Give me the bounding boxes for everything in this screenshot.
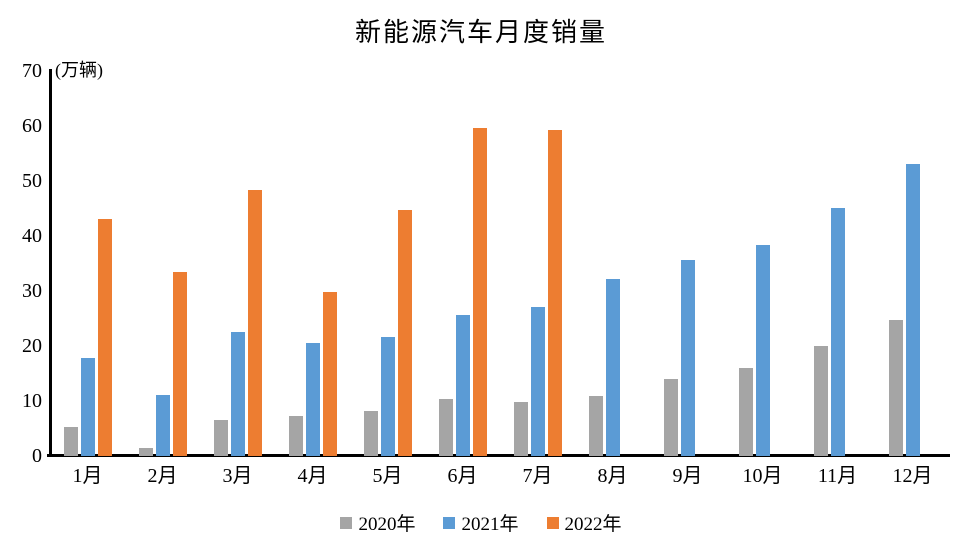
x-tick-label: 11月 <box>817 465 858 487</box>
y-axis-unit-label: (万辆) <box>55 60 103 80</box>
x-tick-label: 6月 <box>447 465 478 487</box>
legend-label: 2020年 <box>358 514 416 535</box>
bar <box>364 411 378 456</box>
y-tick-label: 50 <box>22 170 42 192</box>
x-tick-label: 12月 <box>892 465 933 487</box>
bar <box>756 245 770 456</box>
bar <box>398 210 412 456</box>
x-tick-label: 1月 <box>72 465 103 487</box>
y-tick-label: 30 <box>22 280 42 302</box>
bar <box>473 128 487 456</box>
legend-swatch-icon <box>443 516 456 529</box>
bar <box>681 260 695 456</box>
legend-item: 2021年 <box>443 509 519 536</box>
legend-label: 2022年 <box>564 514 622 535</box>
bar <box>81 358 95 456</box>
y-tick-label: 40 <box>22 225 42 247</box>
legend-swatch-icon <box>546 516 559 529</box>
bar <box>514 402 528 456</box>
legend-item: 2022年 <box>546 509 622 536</box>
bar <box>381 337 395 456</box>
bar <box>439 399 453 456</box>
bar <box>98 219 112 456</box>
legend: 2020年 2021年 2022年 <box>0 509 962 536</box>
bar <box>156 395 170 456</box>
x-tick-label: 7月 <box>522 465 553 487</box>
x-tick-label: 4月 <box>297 465 328 487</box>
bar <box>664 379 678 456</box>
y-tick-label: 10 <box>22 390 42 412</box>
y-axis-line <box>49 69 52 457</box>
x-tick-label: 3月 <box>222 465 253 487</box>
legend-label: 2021年 <box>461 514 519 535</box>
bar <box>64 427 78 456</box>
bar <box>248 190 262 456</box>
x-axis-line <box>47 454 950 457</box>
legend-swatch-icon <box>340 516 353 529</box>
bar <box>831 208 845 456</box>
bar <box>589 396 603 456</box>
bar <box>173 272 187 456</box>
bar <box>739 368 753 456</box>
y-tick-label: 70 <box>22 60 42 82</box>
bar <box>456 315 470 456</box>
chart-title: 新能源汽车月度销量 <box>354 18 607 47</box>
bar <box>231 332 245 456</box>
bar <box>531 307 545 456</box>
bar <box>889 320 903 456</box>
bar <box>548 130 562 456</box>
bar <box>289 416 303 456</box>
legend-item: 2020年 <box>340 509 415 536</box>
bar <box>139 448 153 456</box>
x-tick-label: 9月 <box>672 465 703 487</box>
bar <box>214 420 228 456</box>
y-tick-label: 20 <box>22 335 42 357</box>
bar <box>323 292 337 456</box>
x-tick-label: 10月 <box>742 465 783 487</box>
x-tick-label: 8月 <box>597 465 628 487</box>
bar <box>306 343 320 456</box>
x-tick-label: 2月 <box>147 465 178 487</box>
bar <box>814 346 828 456</box>
bar <box>606 279 620 456</box>
x-tick-label: 5月 <box>372 465 403 487</box>
bar <box>906 164 920 456</box>
y-tick-label: 60 <box>22 115 42 137</box>
y-tick-label: 0 <box>32 445 42 467</box>
